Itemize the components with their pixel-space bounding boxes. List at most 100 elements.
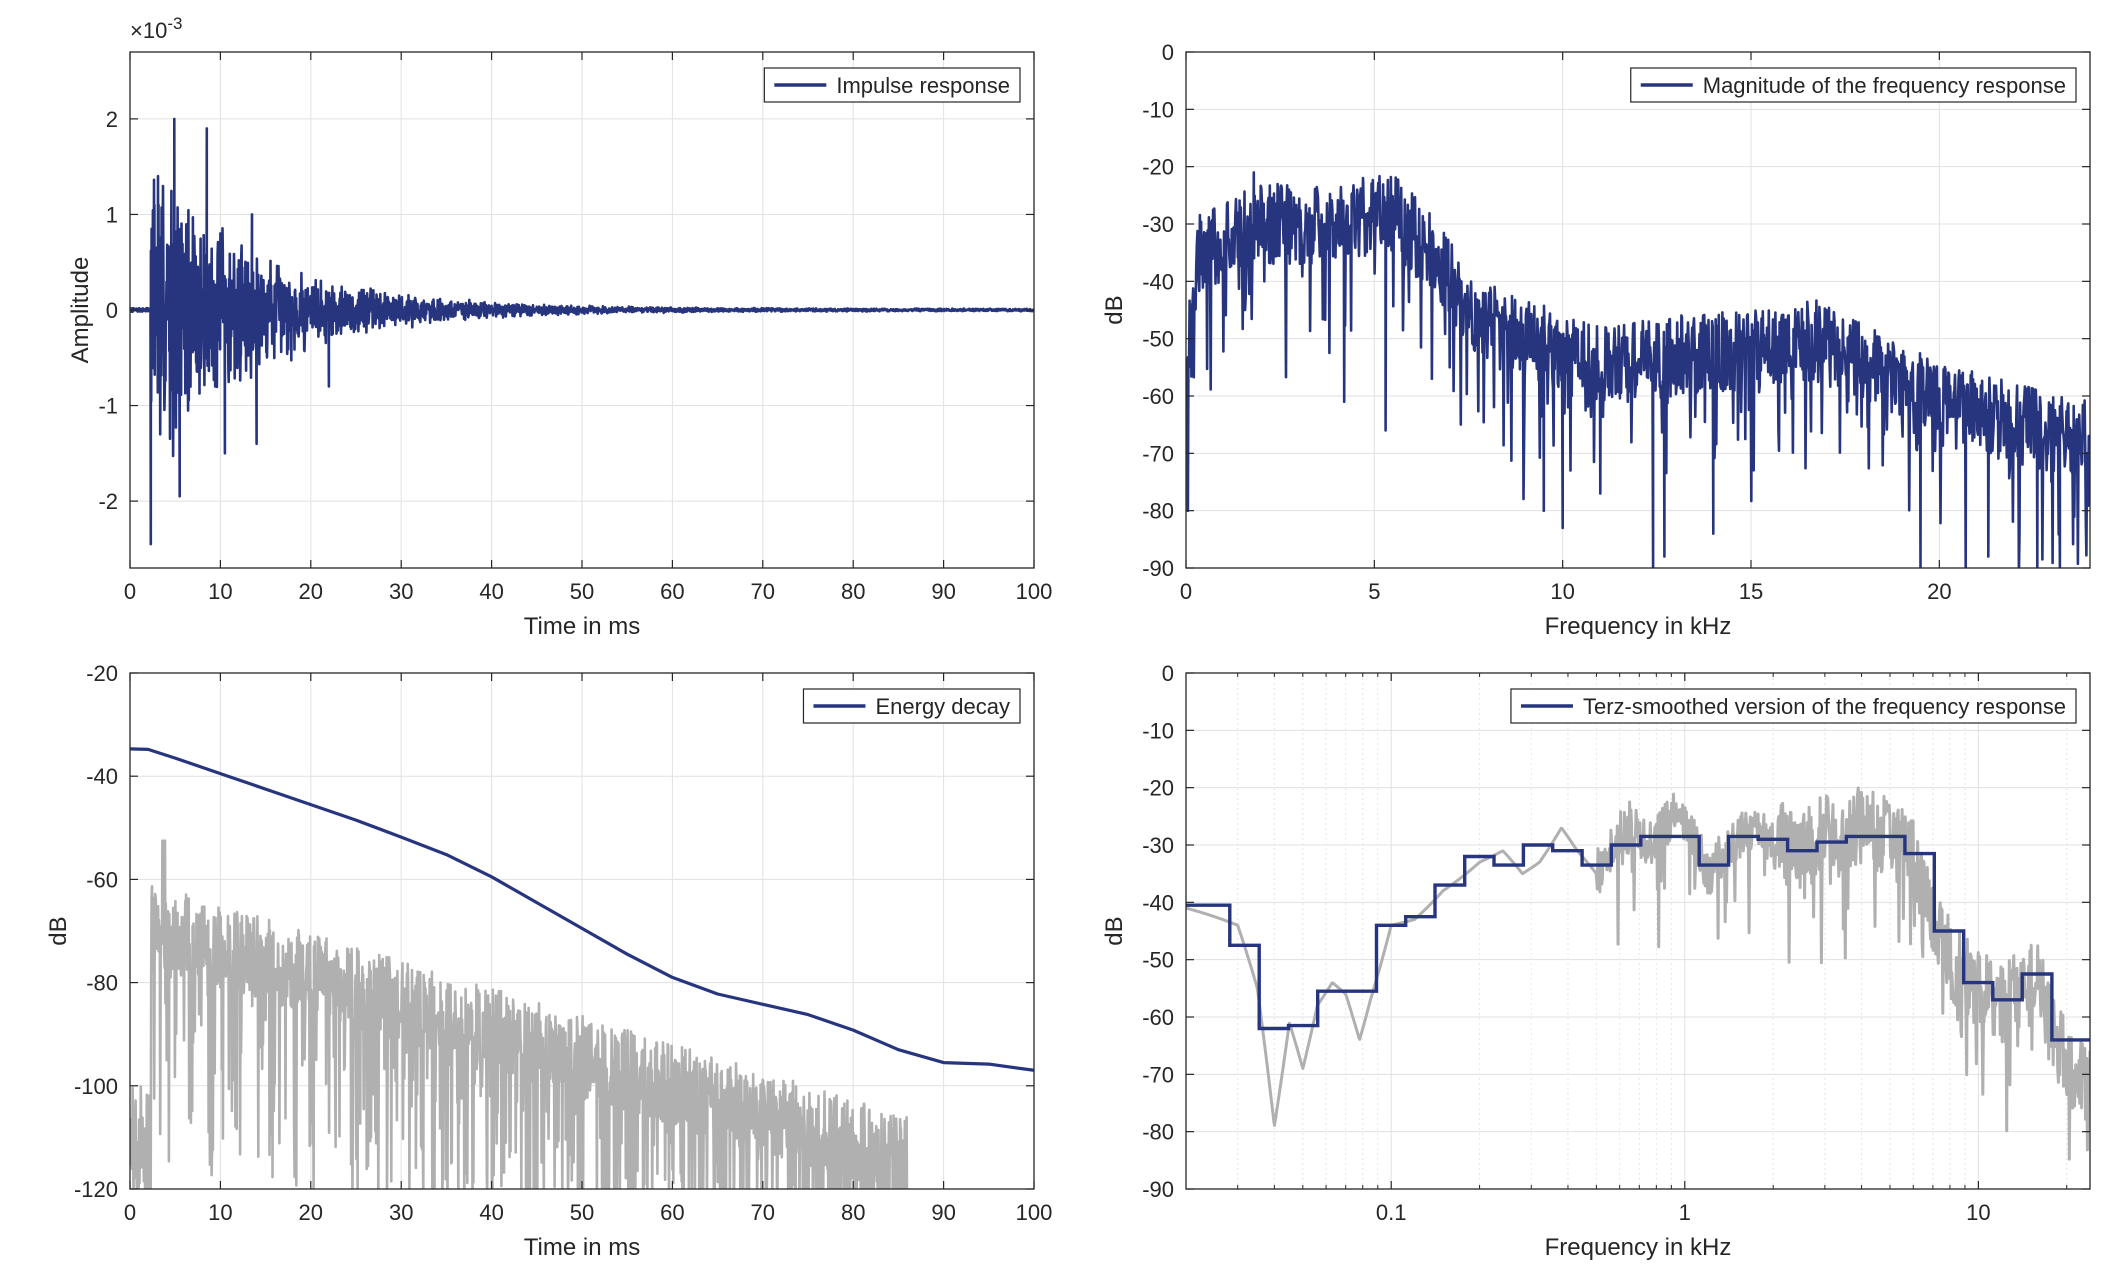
terz-y-tick-label: -90 — [1142, 1177, 1174, 1202]
magnitude-legend-box — [1630, 67, 2077, 103]
impulse-x-tick-label: 10 — [208, 579, 232, 604]
energy-x-tick-label: 80 — [841, 1200, 865, 1225]
magnitude-x-tick-label: 10 — [1550, 579, 1574, 604]
impulse-exponent-base: ×10 — [130, 18, 167, 43]
impulse-y-tick-label: -2 — [98, 489, 118, 514]
impulse-response-plot: 0 10 20 30 40 50 60 70 80 90 100 -2 -1 0 1 2 Time in m… — [67, 14, 1052, 641]
impulse-x-tick-label: 70 — [751, 579, 775, 604]
energy-y-tick-label: -40 — [86, 764, 118, 789]
magnitude-y-tick-label: -10 — [1142, 97, 1174, 122]
terz-y-ticks: 0 -10 -20 -30 -40 -50 -60 -70 -80 -90 — [1142, 661, 2090, 1202]
magnitude-y-tick-label: -90 — [1142, 556, 1174, 581]
magnitude-y-tick-label: -50 — [1142, 327, 1174, 352]
magnitude-y-tick-label: -30 — [1142, 212, 1174, 237]
magnitude-legend-entry: Magnitude of the frequency response — [1703, 73, 2066, 98]
terz-y-tick-label: -30 — [1142, 833, 1174, 858]
magnitude-response-line — [1186, 171, 2090, 568]
terz-legend-box — [1510, 688, 2077, 724]
terz-y-label: dB — [1101, 916, 1128, 945]
energy-x-tick-label: 0 — [124, 1200, 136, 1225]
energy-x-tick-label: 30 — [389, 1200, 413, 1225]
impulse-legend-entry: Impulse response — [836, 73, 1010, 98]
energy-y-tick-label: -60 — [86, 867, 118, 892]
impulse-x-tick-label: 30 — [389, 579, 413, 604]
energy-x-tick-label: 40 — [479, 1200, 503, 1225]
energy-raw-line — [130, 839, 909, 1189]
energy-x-tick-label: 60 — [660, 1200, 684, 1225]
energy-series — [130, 747, 1034, 1189]
energy-x-tick-label: 10 — [208, 1200, 232, 1225]
magnitude-y-tick-label: -20 — [1142, 155, 1174, 180]
energy-x-tick-label: 20 — [299, 1200, 323, 1225]
terz-y-tick-label: -10 — [1142, 718, 1174, 743]
impulse-x-ticks: 0 10 20 30 40 50 60 70 80 90 100 — [124, 52, 1052, 604]
impulse-response-line — [130, 117, 1034, 546]
terz-y-tick-label: 0 — [1162, 661, 1174, 686]
terz-y-tick-label: -60 — [1142, 1005, 1174, 1030]
terz-x-label: Frequency in kHz — [1545, 1234, 1732, 1261]
impulse-x-label: Time in ms — [524, 613, 640, 640]
energy-legend-entry: Energy decay — [875, 694, 1010, 719]
impulse-y-tick-label: 1 — [106, 202, 118, 227]
impulse-exponent-label: ×10-3 — [130, 14, 182, 44]
energy-y-tick-label: -120 — [74, 1177, 118, 1202]
impulse-x-tick-label: 40 — [479, 579, 503, 604]
energy-x-tick-label: 50 — [570, 1200, 594, 1225]
energy-y-ticks: -20 -40 -60 -80 -100 -120 — [74, 661, 1034, 1202]
magnitude-response-plot: 0 5 10 15 20 0 -10 -20 -30 -40 -50 -60 -70 -80 -90 Fr… — [1101, 40, 2091, 640]
terz-smoothed-plot: 0.1 1 10 0 -10 -20 -30 -40 -50 -60 -70 -80 -90 Freq… — [1101, 661, 2091, 1261]
terz-y-tick-label: -40 — [1142, 890, 1174, 915]
terz-series — [1186, 786, 2090, 1161]
terz-legend: Terz-smoothed version of the frequency r… — [1510, 688, 2077, 724]
magnitude-x-label: Frequency in kHz — [1545, 613, 1732, 640]
magnitude-x-tick-label: 5 — [1368, 579, 1380, 604]
magnitude-legend: Magnitude of the frequency response — [1630, 67, 2077, 103]
terz-smoothed-line — [1186, 834, 2090, 1042]
energy-decay-line — [130, 747, 1034, 1072]
magnitude-x-ticks: 0 5 10 15 20 — [1180, 52, 1952, 604]
terz-x-ticks: 0.1 1 10 — [1237, 673, 2068, 1225]
magnitude-y-tick-label: -80 — [1142, 499, 1174, 524]
impulse-y-label: Amplitude — [67, 257, 94, 364]
impulse-legend: Impulse response — [763, 67, 1021, 103]
terz-x-tick-label: 10 — [1966, 1200, 1990, 1225]
energy-decay-plot: 0 10 20 30 40 50 60 70 80 90 100 -20-40-60-80-100-… — [45, 661, 1052, 1261]
magnitude-y-tick-label: -40 — [1142, 269, 1174, 294]
impulse-exponent-power: -3 — [167, 14, 182, 33]
terz-y-tick-label: -50 — [1142, 948, 1174, 973]
terz-x-tick-label: 0.1 — [1376, 1200, 1407, 1225]
terz-y-tick-label: -80 — [1142, 1120, 1174, 1145]
magnitude-y-ticks: 0 -10 -20 -30 -40 -50 -60 -70 -80 -90 — [1142, 40, 2090, 581]
energy-x-tick-label: 90 — [931, 1200, 955, 1225]
energy-x-ticks: 0 10 20 30 40 50 60 70 80 90 100 — [124, 673, 1052, 1225]
magnitude-x-tick-label: 20 — [1927, 579, 1951, 604]
impulse-x-tick-label: 0 — [124, 579, 136, 604]
energy-y-label: dB — [45, 916, 72, 945]
terz-raw-line — [1186, 786, 2090, 1161]
energy-x-tick-label: 70 — [751, 1200, 775, 1225]
magnitude-series — [1186, 171, 2090, 568]
magnitude-y-label: dB — [1101, 295, 1128, 324]
impulse-x-tick-label: 20 — [299, 579, 323, 604]
energy-y-tick-label: -20 — [86, 661, 118, 686]
energy-x-label: Time in ms — [524, 1234, 640, 1261]
magnitude-axes-frame — [1185, 51, 2091, 569]
energy-y-tick-label: -80 — [86, 971, 118, 996]
terz-axes-frame — [1185, 672, 2091, 1190]
magnitude-x-tick-label: 0 — [1180, 579, 1192, 604]
terz-legend-entry: Terz-smoothed version of the frequency r… — [1583, 694, 2066, 719]
impulse-x-tick-label: 50 — [570, 579, 594, 604]
impulse-series — [130, 117, 1034, 546]
impulse-y-tick-label: -1 — [98, 394, 118, 419]
impulse-y-ticks: -2 -1 0 1 2 — [98, 107, 1034, 514]
energy-legend: Energy decay — [802, 688, 1021, 724]
terz-y-tick-label: -70 — [1142, 1062, 1174, 1087]
magnitude-y-tick-label: -60 — [1142, 384, 1174, 409]
magnitude-y-tick-label: -70 — [1142, 441, 1174, 466]
terz-x-tick-label: 1 — [1679, 1200, 1691, 1225]
impulse-y-tick-label: 2 — [106, 107, 118, 132]
impulse-x-tick-label: 90 — [931, 579, 955, 604]
energy-y-tick-label: -100 — [74, 1074, 118, 1099]
